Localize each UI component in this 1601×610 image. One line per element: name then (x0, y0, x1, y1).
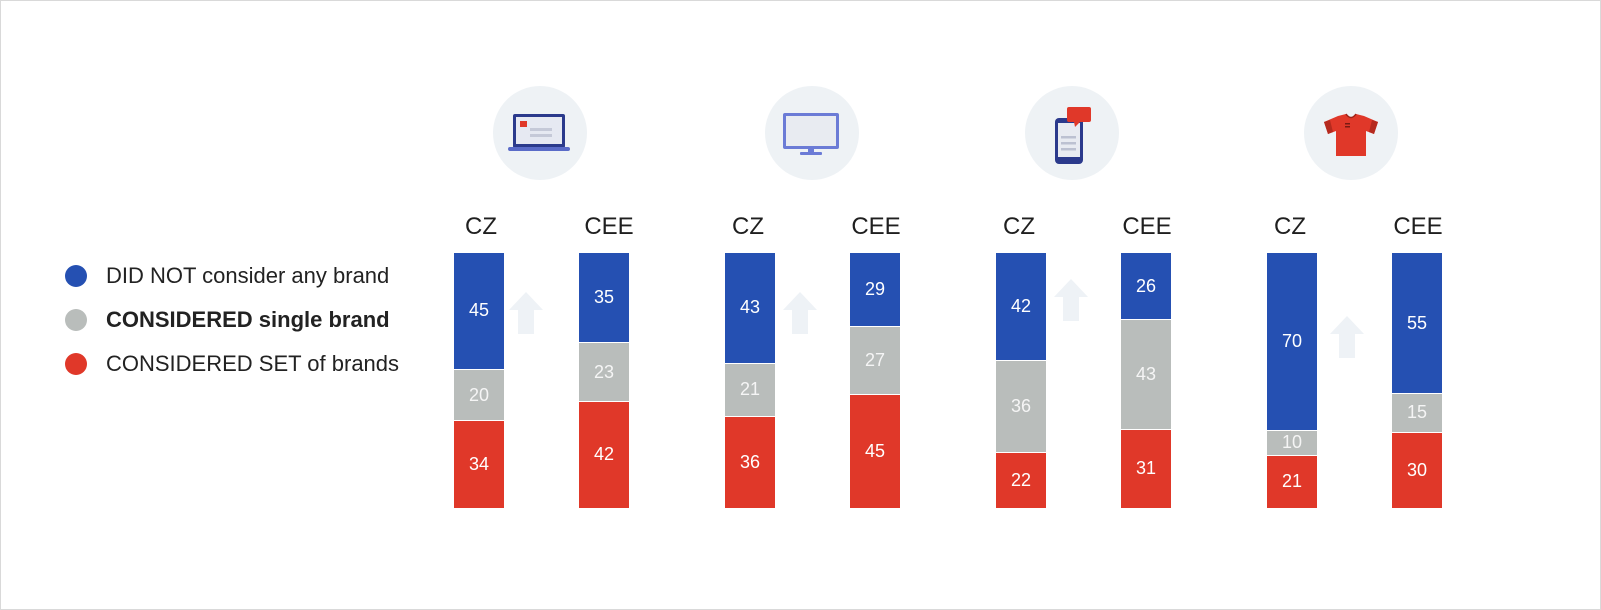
laptop-icon (508, 114, 570, 151)
legend-item-single: CONSIDERED single brand (65, 307, 399, 332)
bar-segment-did-not: 35 (579, 253, 629, 343)
bar-segment-set: 22 (996, 451, 1046, 508)
bar-segment-single: 21 (725, 362, 775, 417)
data-label: 70 (1281, 330, 1303, 351)
bar-segment-did-not: 70 (1267, 253, 1317, 430)
data-label: 42 (1010, 296, 1032, 317)
data-label: 20 (468, 384, 490, 405)
legend-label-set: CONSIDERED SET of brands (106, 351, 400, 376)
data-label: 43 (1135, 364, 1157, 385)
bar-segment-single: 20 (454, 368, 504, 421)
legend: DID NOT consider any brand CONSIDERED si… (65, 263, 400, 396)
data-label: 30 (1406, 459, 1428, 480)
bar-segment-did-not: 42 (996, 253, 1046, 361)
data-label: 36 (1010, 395, 1032, 416)
group-4-cee-label: CEE (1393, 213, 1443, 240)
smartphone-icon (1055, 107, 1091, 164)
data-label: 22 (1010, 469, 1032, 490)
legend-item-did-not: DID NOT consider any brand (65, 263, 399, 288)
data-label: 42 (593, 444, 615, 465)
data-label: 36 (739, 452, 761, 473)
bar-segment-set: 30 (1392, 431, 1442, 508)
tshirt-icon-circle (1304, 86, 1398, 180)
legend-item-set: CONSIDERED SET of brands (65, 351, 400, 376)
data-label: 21 (739, 379, 761, 400)
bar-segment-set: 36 (725, 416, 775, 508)
bar-segment-single: 15 (1392, 393, 1442, 432)
bar-segment-did-not: 55 (1392, 253, 1442, 394)
data-label: 26 (1135, 275, 1157, 296)
up-arrow-icon (509, 292, 543, 334)
bar-segment-did-not: 29 (850, 253, 900, 327)
bar-segment-single: 27 (850, 326, 900, 395)
tv-monitor-icon (783, 113, 839, 155)
group-2-cz-label: CZ (732, 213, 764, 240)
group-4-cz-label: CZ (1274, 213, 1306, 240)
data-label: 27 (864, 350, 886, 371)
bar-segment-set: 21 (1267, 454, 1317, 508)
up-arrow-icon (783, 292, 817, 334)
legend-dot-set (65, 353, 87, 375)
data-label: 21 (1281, 471, 1303, 492)
bar-segment-did-not: 43 (725, 253, 775, 363)
data-label: 23 (593, 361, 615, 382)
group-2-cee-label: CEE (851, 213, 901, 240)
data-label: 15 (1406, 402, 1428, 423)
data-label: 43 (739, 297, 761, 318)
data-label: 10 (1281, 432, 1303, 453)
laptop-icon-circle (493, 86, 587, 180)
bar-segment-single: 43 (1121, 319, 1171, 429)
bar-segment-single: 36 (996, 360, 1046, 452)
group-3-cee-label: CEE (1122, 213, 1172, 240)
data-label: 34 (468, 454, 490, 475)
legend-dot-did-not (65, 265, 87, 287)
legend-label-did-not: DID NOT consider any brand (106, 263, 390, 288)
bar-segment-set: 31 (1121, 428, 1171, 508)
group-1-cee-label: CEE (584, 213, 634, 240)
bar-segment-set: 45 (850, 394, 900, 508)
group-3-cz-label: CZ (1003, 213, 1035, 240)
data-label: 45 (864, 441, 886, 462)
data-label: 45 (468, 300, 490, 321)
bar-segment-did-not: 26 (1121, 253, 1171, 320)
tshirt-icon (1324, 113, 1378, 156)
data-label: 29 (864, 279, 886, 300)
bar-segment-single: 23 (579, 342, 629, 401)
data-label: 35 (593, 287, 615, 308)
data-label: 31 (1135, 458, 1157, 479)
data-label: 55 (1406, 312, 1428, 333)
bar-segment-single: 10 (1267, 429, 1317, 455)
legend-dot-single (65, 309, 87, 331)
up-arrow-icon (1054, 279, 1088, 321)
bar-segment-did-not: 45 (454, 253, 504, 369)
legend-label-single: CONSIDERED single brand (106, 307, 390, 332)
up-arrow-icon (1330, 316, 1364, 358)
group-1-cz-label: CZ (465, 213, 497, 240)
bar-segment-set: 34 (454, 420, 504, 508)
bar-segment-set: 42 (579, 400, 629, 508)
tv-monitor-icon-circle (765, 86, 859, 180)
smartphone-icon-circle (1025, 86, 1119, 180)
